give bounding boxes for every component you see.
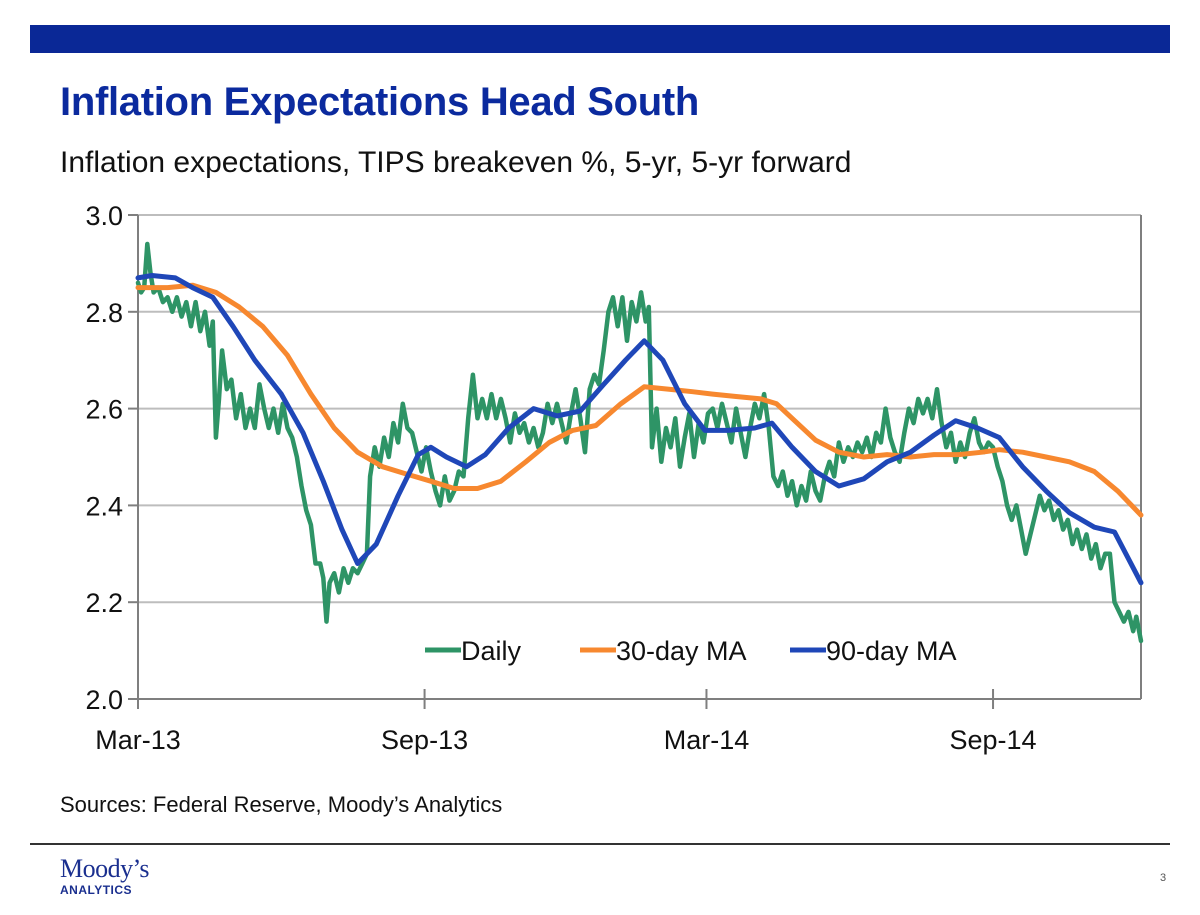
legend-label-daily: Daily xyxy=(461,636,522,666)
y-tick-label: 2.0 xyxy=(85,685,123,715)
sources-note: Sources: Federal Reserve, Moody’s Analyt… xyxy=(60,792,503,817)
legend: Daily 30-day MA 90-day MA xyxy=(425,636,957,666)
x-tick-label: Mar-13 xyxy=(95,725,181,755)
header-bar xyxy=(30,25,1170,53)
moodys-analytics-logo: Moody’s ANALYTICS xyxy=(60,854,149,898)
chart-subtitle: Inflation expectations, TIPS breakeven %… xyxy=(60,146,852,179)
grid-lines xyxy=(138,214,1141,700)
y-tick-label: 3.0 xyxy=(85,201,123,231)
page-number: 3 xyxy=(1160,872,1167,884)
axes: 2.0 2.2 2.4 2.6 2.8 3.0 Mar-13 Sep-13 Mar-14 Sep-… xyxy=(85,201,1142,755)
x-tick-label: Sep-13 xyxy=(381,725,468,755)
y-tick-label: 2.8 xyxy=(85,298,123,328)
y-tick-label: 2.6 xyxy=(85,395,123,425)
series-line-30-day-ma xyxy=(135,282,1144,518)
series-line-90-day-ma xyxy=(135,273,1144,586)
slide-title: Inflation Expectations Head South xyxy=(60,80,700,124)
logo-subtext: ANALYTICS xyxy=(60,883,133,897)
series-line-daily xyxy=(135,241,1144,644)
footer-divider xyxy=(30,843,1170,845)
logo-wordmark: Moody’s xyxy=(60,854,149,883)
y-tick-label: 2.2 xyxy=(85,588,123,618)
y-tick-label: 2.4 xyxy=(85,491,123,521)
series-lines xyxy=(135,241,1144,644)
x-tick-label: Mar-14 xyxy=(664,725,750,755)
legend-label-90-day-ma: 90-day MA xyxy=(826,636,957,666)
x-tick-label: Sep-14 xyxy=(950,725,1037,755)
legend-label-30-day-ma: 30-day MA xyxy=(616,636,747,666)
